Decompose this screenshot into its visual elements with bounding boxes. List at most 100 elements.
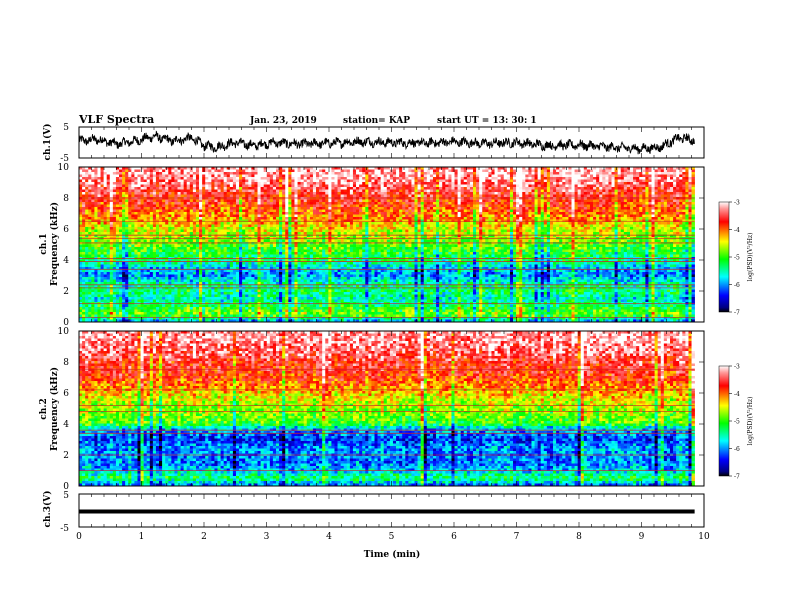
ch1-spec-cell xyxy=(217,224,221,228)
ch1-spec-cell xyxy=(251,194,255,198)
ch1-spec-cell xyxy=(217,184,221,188)
ch1-spec-cell xyxy=(682,207,686,210)
ch1-spec-cell xyxy=(420,209,425,213)
ch1-spec-cell xyxy=(199,217,203,220)
ch1-spec-cell xyxy=(306,174,311,178)
ch1-spec-cell xyxy=(463,187,468,190)
ch1-spec-cell xyxy=(125,222,129,225)
ch1-spec-cell xyxy=(337,222,341,225)
ch1-spec-cell xyxy=(629,179,634,183)
ch1-spec-cell xyxy=(580,202,585,205)
ch1-spec-cell xyxy=(125,214,129,218)
ch1-spec-cell xyxy=(525,199,529,203)
ch1-spec-cell xyxy=(583,182,588,185)
ch1-spec-cell xyxy=(294,212,298,215)
ch1-spec-cell xyxy=(559,167,563,170)
ch1-spec-cell xyxy=(460,179,465,183)
ch1-spec-cell xyxy=(519,194,523,198)
ch1-spec-cell xyxy=(688,224,692,228)
ch1-spec-cell xyxy=(97,182,101,185)
ch1-spec-cell xyxy=(214,217,218,220)
ch1-spec-cell xyxy=(100,172,104,175)
ch1-spec-cell xyxy=(506,194,511,198)
ch1-spec-cell xyxy=(162,169,166,173)
ch1-spec-cell xyxy=(497,184,502,188)
ch1-spec-cell xyxy=(343,224,348,228)
ch1-spec-cell xyxy=(516,172,520,175)
ch1-spec-cell xyxy=(82,217,86,220)
ch1-spec-cell xyxy=(473,212,477,215)
ch1-spec-cell xyxy=(500,207,505,210)
ch1-spec-cell xyxy=(119,177,123,180)
ch1-spec-cell xyxy=(602,209,606,213)
ch1-spec-cell xyxy=(580,187,585,190)
ch1-spec-cell xyxy=(426,192,431,195)
ch1-spec-cell xyxy=(380,192,385,195)
ch1-spec-cell xyxy=(445,222,449,225)
ch1-spec-cell xyxy=(303,182,308,185)
ch1-spec-cell xyxy=(491,177,495,180)
ch1-spec-cell xyxy=(328,174,332,178)
ch1-spec-cell xyxy=(205,174,209,178)
ch1-spec-cell xyxy=(439,212,443,215)
ch1-spec-cell xyxy=(688,222,692,225)
ch1-spec-cell xyxy=(648,204,652,208)
ch1-spec-cell xyxy=(214,209,218,213)
ch1-spec-cell xyxy=(128,199,132,203)
ch1-spec-cell xyxy=(137,214,141,218)
ch1-spec-cell xyxy=(540,207,545,210)
ch1-spec-cell xyxy=(202,194,206,198)
ch1-spec-cell xyxy=(189,222,194,225)
ch1-spec-cell xyxy=(642,192,646,195)
ch1-spec-cell xyxy=(633,169,637,173)
ch1-spec-cell xyxy=(276,194,280,198)
ch1-spec-cell xyxy=(411,169,415,173)
ch1-spec-cell xyxy=(140,172,144,175)
ch1-spec-cell xyxy=(549,187,554,190)
ch1-spec-cell xyxy=(312,177,317,180)
ch1-spec-cell xyxy=(365,169,369,173)
ch1-spec-cell xyxy=(623,169,628,173)
ch1-spec-cell xyxy=(374,167,378,170)
ch1-spec-cell xyxy=(122,167,126,170)
ch1-spec-cell xyxy=(294,187,298,190)
ch1-spec-cell xyxy=(103,189,108,193)
ch1-spec-cell xyxy=(217,182,221,185)
ch1-spec-cell xyxy=(562,169,566,173)
ch1-spec-cell xyxy=(460,187,465,190)
ch1-spec-cell xyxy=(589,189,594,193)
ch1-spec-cell xyxy=(269,182,274,185)
ch1-spec-cell xyxy=(642,217,646,220)
ch1-spec-cell xyxy=(645,169,649,173)
ch1-spec-cell xyxy=(571,204,575,208)
ch1-spec-cell xyxy=(162,182,166,185)
ch1-spec-cell xyxy=(159,169,163,173)
ch1-spec-cell xyxy=(519,167,523,170)
ch1-spec-cell xyxy=(383,199,388,203)
ch1-spec-cell xyxy=(140,207,144,210)
ch1-spec-cell xyxy=(596,179,600,183)
ch1-spec-cell xyxy=(386,222,391,225)
ch1-spec-cell xyxy=(300,224,305,228)
ch1-spec-cell xyxy=(220,172,224,175)
ch1-spec-cell xyxy=(272,189,277,193)
ch1-spec-cell xyxy=(423,209,428,213)
ch1-spec-cell xyxy=(423,204,428,208)
ch1-spec-cell xyxy=(577,184,582,188)
ch1-spec-cell xyxy=(232,187,237,190)
ch1-spec-cell xyxy=(543,179,548,183)
ch1-spec-cell xyxy=(670,194,674,198)
ch1-spec-cell xyxy=(411,207,415,210)
ch1-spec-cell xyxy=(300,214,305,218)
ch1-spec-cell xyxy=(420,224,425,228)
ch1-spec-cell xyxy=(417,202,421,205)
ch1-spec-cell xyxy=(340,214,345,218)
ch1-spec-cell xyxy=(146,174,151,178)
ch1-spec-cell xyxy=(134,189,138,193)
ch1-spec-cell xyxy=(396,217,400,220)
ch1-spec-cell xyxy=(229,214,234,218)
ch1-spec-cell xyxy=(423,212,428,215)
ch1-spec-cell xyxy=(294,209,298,213)
ch1-spec-cell xyxy=(509,189,514,193)
